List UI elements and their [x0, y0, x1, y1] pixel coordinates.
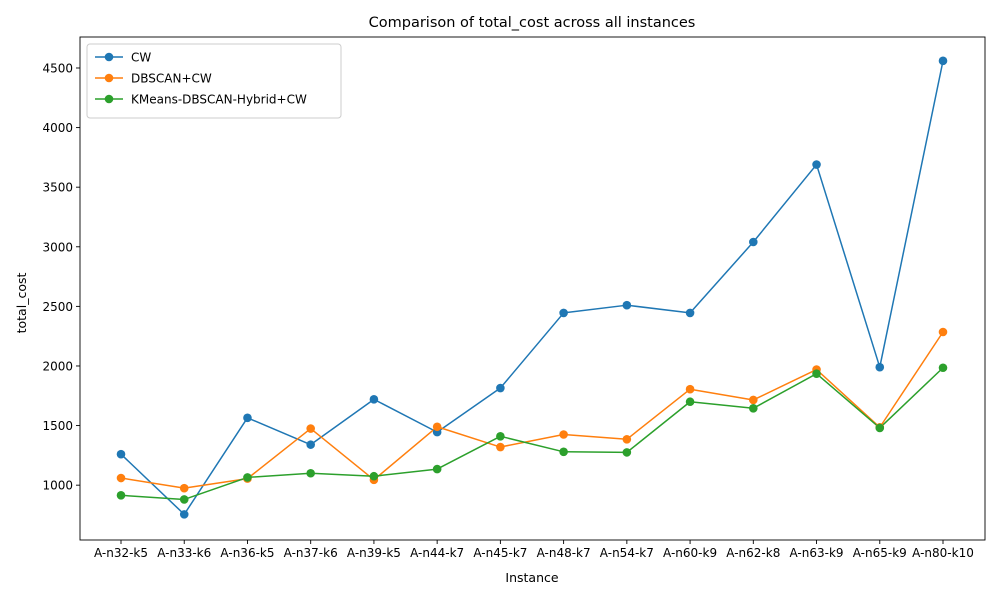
x-tick-label-8: A-n54-k7 [600, 546, 654, 560]
y-tick-label-7: 4500 [42, 61, 73, 75]
legend-label-0: CW [131, 51, 151, 65]
x-tick-label-13: A-n80-k10 [912, 546, 974, 560]
data-point-s1-9 [685, 384, 695, 394]
x-tick-label-0: A-n32-k5 [94, 546, 148, 560]
data-point-s2-5 [432, 464, 442, 474]
data-point-s2-6 [496, 432, 505, 441]
y-tick-label-0: 1000 [42, 479, 73, 493]
y-tick-label-6: 4000 [42, 121, 73, 135]
data-point-s0-6 [496, 383, 505, 393]
x-tick-label-5: A-n44-k7 [410, 546, 464, 560]
legend-label-1: DBSCAN+CW [131, 72, 212, 86]
data-point-s0-4 [369, 395, 379, 404]
data-point-s1-8 [622, 434, 632, 444]
data-point-s0-1 [179, 510, 189, 519]
legend-marker-0 [104, 52, 114, 62]
data-point-s1-10 [749, 395, 758, 405]
x-tick-label-1: A-n33-k6 [157, 546, 211, 560]
data-point-s2-7 [559, 447, 568, 457]
y-tick-label-2: 2000 [42, 359, 73, 373]
y-tick-label-3: 2500 [42, 300, 73, 314]
data-point-s2-3 [306, 468, 315, 478]
data-point-s1-13 [938, 327, 948, 337]
data-point-s2-11 [812, 369, 821, 379]
data-point-s1-1 [179, 483, 189, 493]
x-tick-label-11: A-n63-k9 [789, 546, 843, 560]
x-tick-label-12: A-n65-k9 [853, 546, 907, 560]
data-point-s1-0 [116, 473, 126, 483]
data-point-s0-10 [749, 237, 758, 247]
data-point-s2-2 [243, 473, 252, 482]
plot-lines [119, 59, 945, 516]
x-axis: A-n32-k5 A-n33-k6 A-n36-k5 A-n37-k6 A-n39-k5… [94, 540, 974, 560]
y-axis: 1000 1500 2000 2500 3000 3500 4000 4500 [42, 61, 80, 493]
legend-marker-2 [104, 94, 114, 104]
legend-marker-1 [104, 73, 114, 83]
data-point-s2-9 [685, 397, 695, 407]
y-axis-label: total_cost [14, 273, 29, 334]
data-point-s0-12 [875, 362, 885, 372]
series-line-0 [119, 59, 944, 516]
data-point-s2-1 [179, 495, 189, 504]
data-point-s2-4 [369, 471, 379, 481]
data-point-s0-8 [622, 300, 632, 310]
x-tick-label-6: A-n45-k7 [473, 546, 527, 560]
series-line-1 [120, 330, 945, 489]
plot-border [79, 36, 986, 541]
chart-title: Comparison of total_cost across all inst… [369, 15, 696, 31]
data-point-s2-12 [875, 423, 885, 433]
data-point-s1-7 [559, 430, 568, 439]
y-tick-label-1: 1500 [42, 419, 73, 433]
data-point-s2-0 [116, 491, 126, 500]
data-point-s1-3 [306, 424, 315, 433]
plot-frame [79, 36, 986, 541]
series-line-2 [120, 366, 945, 501]
data-point-s0-2 [243, 413, 252, 423]
x-tick-label-9: A-n60-k9 [663, 546, 717, 560]
y-tick-label-5: 3500 [42, 181, 73, 195]
x-tick-label-4: A-n39-k5 [347, 546, 401, 560]
data-point-s0-13 [938, 56, 948, 66]
x-axis-label: Instance [505, 570, 558, 585]
data-point-s2-8 [622, 448, 632, 457]
legend-label-2: KMeans-DBSCAN-Hybrid+CW [131, 93, 307, 107]
plot-markers [116, 56, 948, 519]
x-tick-label-3: A-n37-k6 [284, 546, 338, 560]
data-point-s1-5 [432, 422, 442, 432]
data-point-s0-0 [116, 449, 126, 459]
data-point-s0-7 [559, 308, 568, 318]
data-point-s2-13 [938, 363, 948, 373]
legend-box [86, 43, 342, 119]
data-point-s0-9 [685, 308, 695, 318]
data-point-s1-6 [496, 442, 505, 452]
x-tick-label-7: A-n48-k7 [537, 546, 591, 560]
x-tick-label-2: A-n36-k5 [220, 546, 274, 560]
data-point-s0-3 [306, 440, 315, 449]
data-point-s2-10 [749, 403, 758, 413]
y-tick-label-4: 3000 [42, 240, 73, 254]
legend: CW DBSCAN+CW KMeans-DBSCAN-Hybrid+CW [86, 43, 342, 119]
data-point-s0-11 [812, 160, 821, 169]
x-tick-label-10: A-n62-k8 [726, 546, 780, 560]
